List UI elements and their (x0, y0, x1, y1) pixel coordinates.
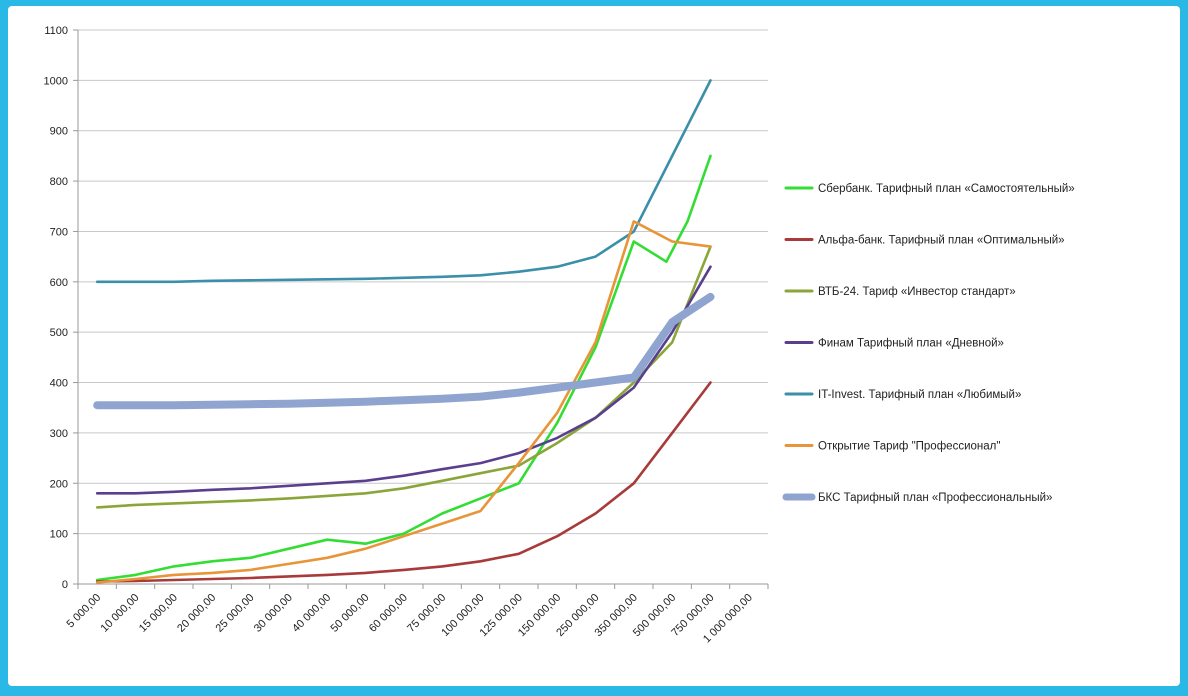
x-tick-label: 60 000,00 (367, 592, 410, 635)
series-line (95, 154, 712, 582)
series-line (95, 220, 712, 584)
series-line (95, 381, 712, 583)
series-line (93, 292, 715, 410)
legend-label: БКС Тарифный план «Профессиональный» (818, 492, 1052, 504)
x-tick-label: 50 000,00 (329, 592, 372, 635)
legend: Сбербанк. Тарифный план «Самостоятельный… (782, 183, 1075, 504)
y-tick-label: 900 (50, 126, 68, 138)
x-tick-label: 25 000,00 (214, 592, 257, 635)
y-tick-label: 500 (50, 327, 68, 339)
x-tick-label: 20 000,00 (175, 592, 218, 635)
legend-label: Альфа-банк. Тарифный план «Оптимальный» (818, 235, 1065, 247)
legend-label: IT-Invest. Тарифный план «Любимый» (818, 389, 1021, 401)
series-lines (93, 79, 715, 584)
y-tick-label: 800 (50, 176, 68, 188)
y-tick-label: 0 (62, 579, 68, 591)
y-tick-label: 300 (50, 428, 68, 440)
x-tick-label: 30 000,00 (252, 592, 295, 635)
y-tick-label: 1000 (44, 75, 68, 87)
y-tick-label: 200 (50, 478, 68, 490)
y-tick-label: 600 (50, 277, 68, 289)
x-tick-label: 15 000,00 (137, 592, 180, 635)
series-line (95, 265, 712, 495)
legend-label: Финам Тарифный план «Дневной» (818, 338, 1004, 350)
y-tick-label: 400 (50, 378, 68, 390)
legend-label: Сбербанк. Тарифный план «Самостоятельный… (818, 183, 1075, 195)
y-tick-label: 1100 (44, 25, 68, 37)
x-tick-label: 40 000,00 (290, 592, 333, 635)
legend-label: ВТБ-24. Тариф «Инвестор стандарт» (818, 286, 1016, 298)
series-line (95, 245, 712, 509)
x-tick-label: 5 000,00 (65, 592, 104, 631)
chart-frame: 0 100 200 300 400 500 600 700 800 900 1000 1100 5 0… (8, 6, 1180, 686)
series-line (95, 79, 712, 284)
line-chart: 0 100 200 300 400 500 600 700 800 900 1000 1100 5 0… (44, 25, 1075, 646)
y-axis-ticks: 0 100 200 300 400 500 600 700 800 900 1000 1100 (44, 25, 68, 591)
y-tick-label: 700 (50, 226, 68, 238)
legend-label: Открытие Тариф "Профессионал" (818, 441, 1000, 453)
y-tick-label: 100 (50, 529, 68, 541)
x-tick-label: 10 000,00 (99, 592, 142, 635)
grid-lines (73, 29, 769, 589)
